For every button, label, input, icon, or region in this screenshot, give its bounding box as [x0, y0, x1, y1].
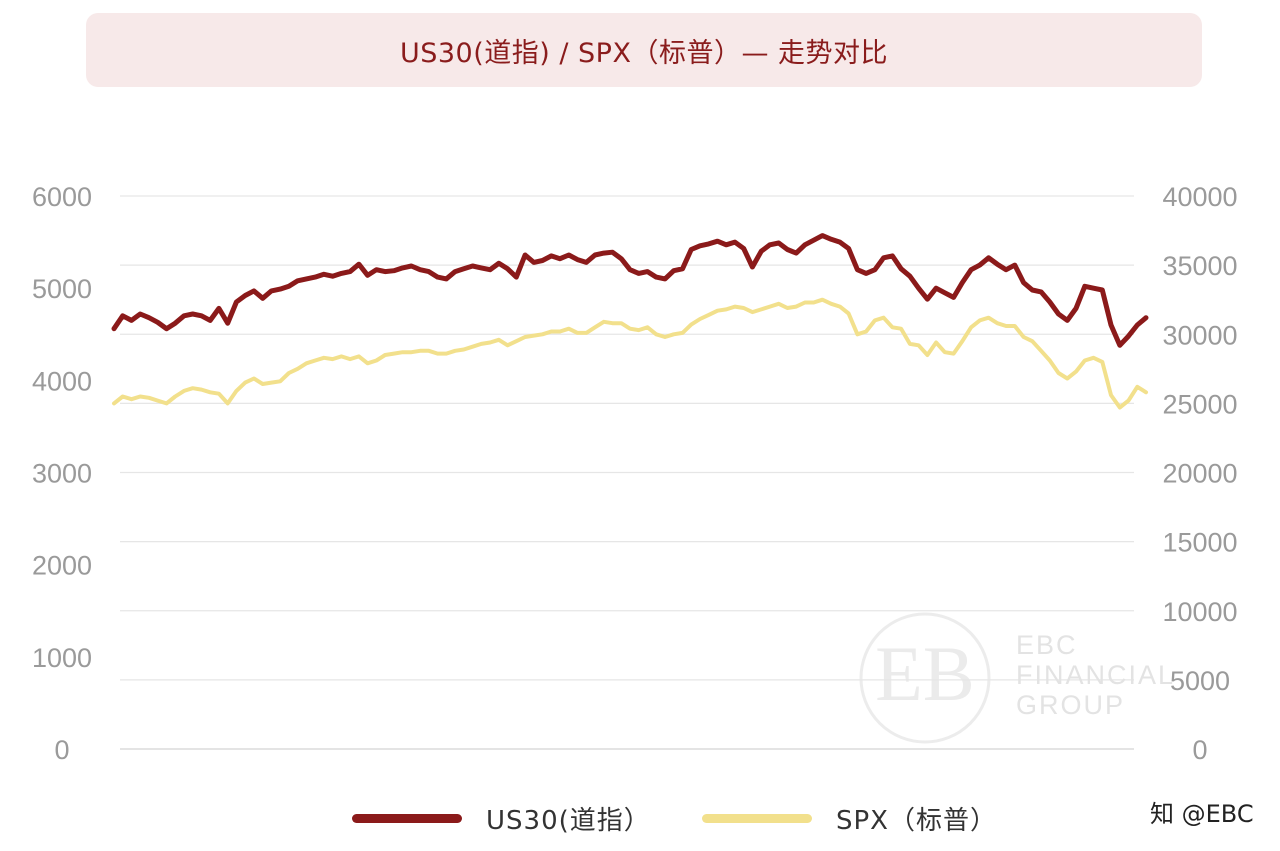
legend-swatch-us30: [352, 813, 462, 823]
ebc-logo-glyph: EB: [875, 630, 975, 717]
right-tick-label: 0: [1192, 735, 1207, 765]
legend-label-us30: US30(道指）: [486, 805, 651, 836]
ebc-logo-circle: [859, 612, 991, 744]
chart-title-banner: US30(道指) / SPX（标普）— 走势对比: [86, 13, 1202, 87]
chart-legend: US30(道指） SPX（标普）: [0, 800, 1280, 840]
right-tick-label: 35000: [1162, 251, 1237, 281]
left-tick-label: 3000: [32, 459, 92, 489]
series-line-spx: [112, 297, 1148, 410]
right-tick-label: 40000: [1162, 182, 1237, 212]
legend-label-spx: SPX（标普）: [836, 805, 997, 836]
logo-line-3: GROUP: [1016, 690, 1126, 720]
right-tick-label: 30000: [1162, 320, 1237, 350]
legend-item-spx[interactable]: SPX（标普）: [702, 800, 997, 836]
series-line-us30: [111, 233, 1149, 348]
left-tick-label: 4000: [32, 366, 92, 396]
right-tick-label: 5000: [1170, 666, 1230, 696]
left-tick-label: 2000: [32, 551, 92, 581]
right-tick-label: 25000: [1162, 389, 1237, 419]
logo-line-2: FINANCIAL: [1016, 660, 1176, 690]
zhihu-watermark: 知 @EBC: [1150, 800, 1254, 828]
legend-swatch-spx: [702, 813, 812, 823]
logo-line-1: EBC: [1016, 630, 1078, 660]
left-tick-label: 1000: [32, 643, 92, 673]
left-tick-label: 0: [54, 735, 69, 765]
left-tick-label: 6000: [32, 182, 92, 212]
left-tick-label: 5000: [32, 274, 92, 304]
right-tick-label: 15000: [1162, 528, 1237, 558]
legend-item-us30[interactable]: US30(道指）: [352, 800, 651, 836]
ebc-logo-text: EBC FINANCIAL GROUP: [1016, 630, 1175, 720]
chart-title: US30(道指) / SPX（标普）— 走势对比: [399, 37, 889, 69]
right-tick-label: 20000: [1162, 459, 1237, 489]
right-tick-label: 10000: [1162, 597, 1237, 627]
